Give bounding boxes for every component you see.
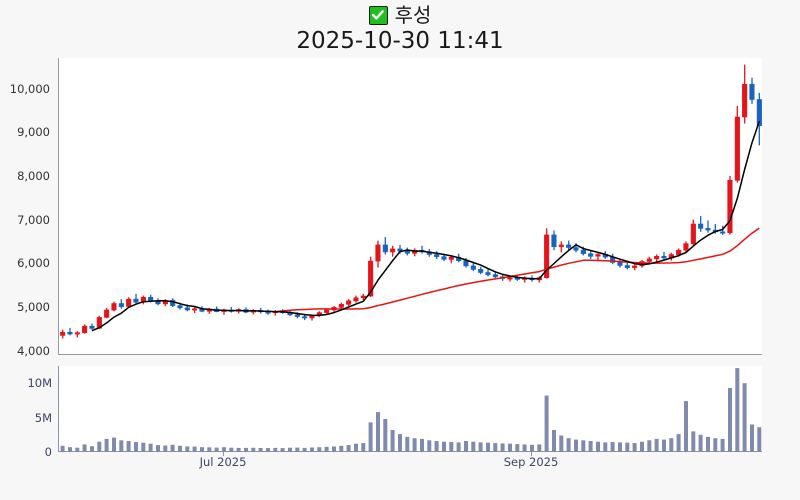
price-y-tick-label: 4,000 [17,343,50,358]
x-axis-tick-label: Jul 2025 [199,455,247,469]
page-title: 후성 [394,3,432,27]
x-axis-tick-label: Sep 2025 [503,455,559,469]
price-y-tick-label: 8,000 [17,168,50,183]
price-y-tick-label: 5,000 [17,300,50,314]
green-check-icon [368,5,388,25]
x-axis-tick-mark [531,452,532,456]
chart-subtitle-timestamp: 2025-10-30 11:41 [296,28,504,54]
price-y-tick-label: 7,000 [17,212,50,227]
price-candlestick-svg [60,64,762,339]
volume-bars-svg [60,368,762,452]
x-axis-tick-mark [223,452,224,456]
volume-y-tick-label: 5M [34,410,52,425]
price-chart-panel[interactable] [58,58,762,355]
price-y-tick-label: 6,000 [17,256,50,271]
volume-y-tick-label: 10M [27,376,52,391]
price-y-tick-label: 10,000 [9,81,50,96]
price-y-tick-label: 9,000 [17,125,50,140]
volume-y-tick-label: 0 [44,445,52,459]
volume-chart-panel[interactable] [58,366,762,452]
chart-title-row: 후성 [0,2,800,28]
